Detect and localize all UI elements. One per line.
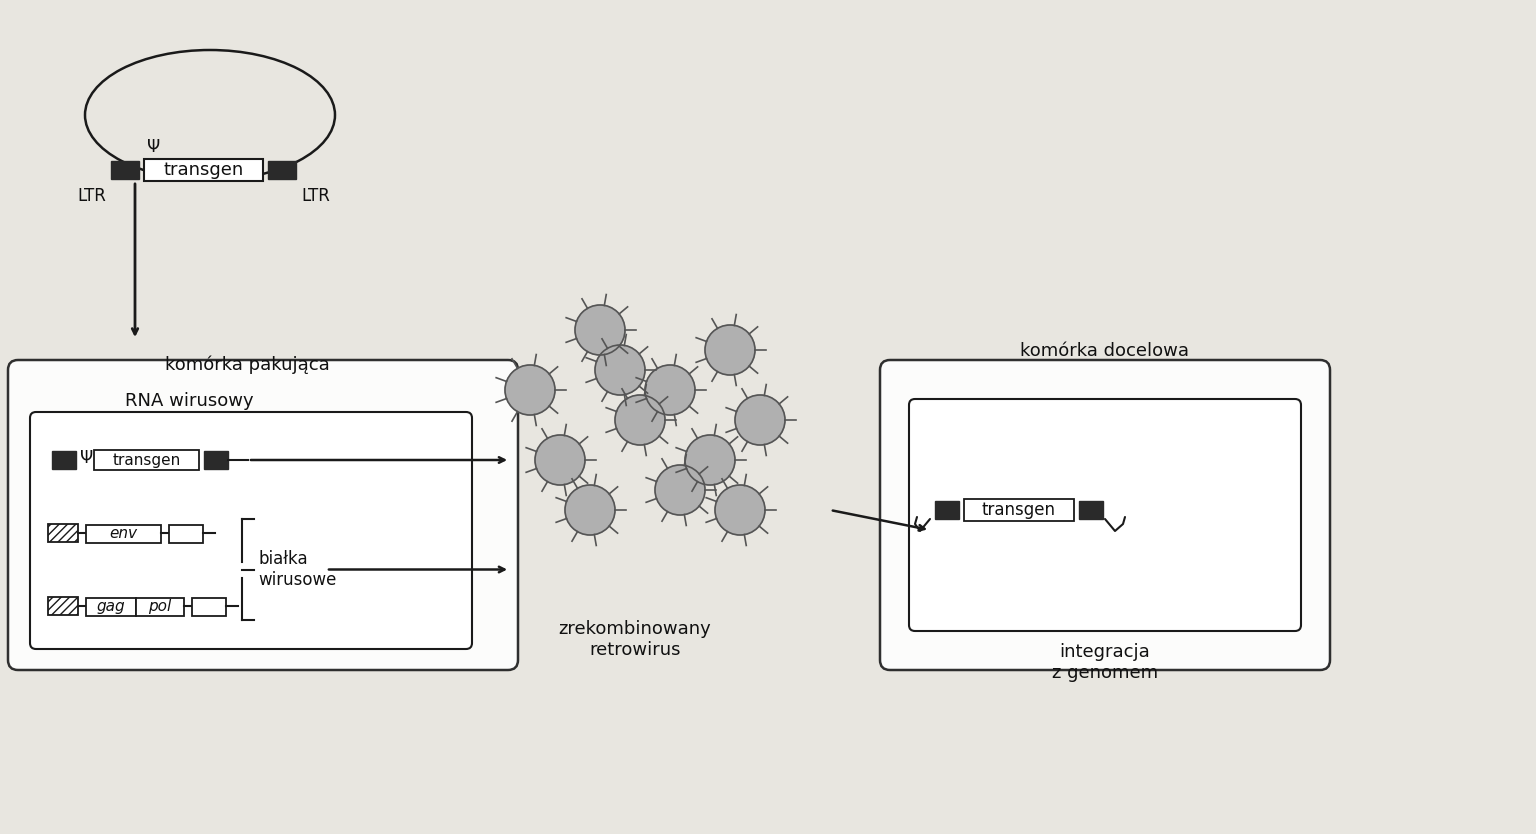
Text: białka
wirusowe: białka wirusowe — [258, 550, 336, 589]
Bar — [48, 524, 78, 542]
Text: transgen: transgen — [112, 453, 181, 468]
Circle shape — [654, 465, 705, 515]
Circle shape — [535, 435, 585, 485]
Circle shape — [736, 395, 785, 445]
Text: komórka docelowa: komórka docelowa — [1020, 342, 1189, 360]
Circle shape — [705, 325, 756, 375]
FancyBboxPatch shape — [144, 159, 263, 181]
FancyBboxPatch shape — [8, 360, 518, 670]
FancyBboxPatch shape — [86, 525, 161, 543]
Circle shape — [714, 485, 765, 535]
Circle shape — [614, 395, 665, 445]
Text: LTR: LTR — [77, 187, 106, 205]
Circle shape — [685, 435, 736, 485]
FancyBboxPatch shape — [86, 598, 137, 616]
FancyBboxPatch shape — [111, 161, 138, 179]
FancyBboxPatch shape — [137, 598, 184, 616]
Circle shape — [594, 345, 645, 395]
FancyBboxPatch shape — [31, 412, 472, 649]
FancyBboxPatch shape — [1078, 501, 1103, 519]
Text: Ψ: Ψ — [80, 449, 94, 467]
Text: zrekombinowany
retrowirus: zrekombinowany retrowirus — [559, 620, 711, 659]
Text: env: env — [109, 526, 138, 541]
FancyBboxPatch shape — [52, 451, 75, 469]
Circle shape — [645, 365, 694, 415]
Text: komórka pakująca: komórka pakująca — [164, 355, 330, 374]
Text: pol: pol — [149, 600, 172, 615]
Text: Ψ: Ψ — [147, 138, 160, 156]
FancyBboxPatch shape — [935, 501, 958, 519]
FancyBboxPatch shape — [94, 450, 200, 470]
Circle shape — [574, 305, 625, 355]
Text: transgen: transgen — [982, 501, 1057, 519]
FancyBboxPatch shape — [192, 598, 226, 616]
FancyBboxPatch shape — [204, 451, 227, 469]
FancyBboxPatch shape — [909, 399, 1301, 631]
Bar — [48, 597, 78, 615]
Text: RNA wirusowy: RNA wirusowy — [126, 392, 253, 410]
Text: integracja
z genomem: integracja z genomem — [1052, 643, 1158, 682]
FancyBboxPatch shape — [880, 360, 1330, 670]
Circle shape — [565, 485, 614, 535]
Text: LTR: LTR — [301, 187, 330, 205]
Text: transgen: transgen — [163, 161, 244, 179]
FancyBboxPatch shape — [965, 499, 1074, 521]
Text: gag: gag — [97, 600, 126, 615]
FancyBboxPatch shape — [169, 525, 203, 543]
FancyBboxPatch shape — [267, 161, 296, 179]
Circle shape — [505, 365, 554, 415]
